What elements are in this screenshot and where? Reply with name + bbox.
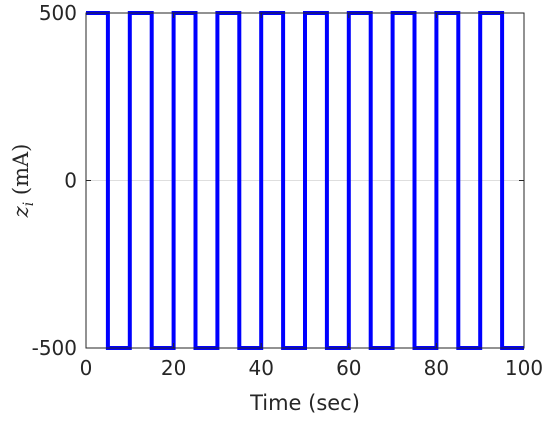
y-axis-label: zi (mA) <box>9 144 37 219</box>
x-tick-label: 40 <box>248 356 273 380</box>
series-layer <box>86 11 524 350</box>
y-tick-label: 0 <box>64 169 77 193</box>
y-axis-label-sub: i <box>21 202 37 206</box>
x-axis-label: Time (sec) <box>249 391 360 415</box>
y-axis-label-var: z <box>9 205 33 218</box>
x-tick-label: 80 <box>424 356 449 380</box>
series-line-0 <box>86 11 524 350</box>
y-tick-label: -500 <box>32 336 77 360</box>
x-tick-label: 0 <box>80 356 93 380</box>
x-tick-label: 20 <box>161 356 186 380</box>
x-tick-label: 60 <box>336 356 361 380</box>
y-tick-label: 500 <box>39 1 77 25</box>
x-tick-label: 100 <box>505 356 543 380</box>
y-axis-label-unit: (mA) <box>9 144 33 202</box>
